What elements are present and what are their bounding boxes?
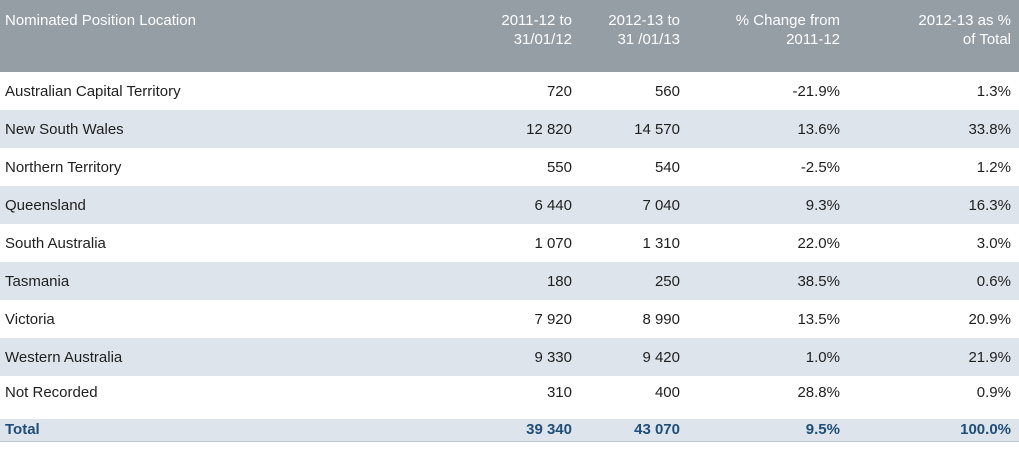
location-cell: Tasmania bbox=[0, 262, 462, 300]
table-body: Australian Capital Territory 720 560 -21… bbox=[0, 72, 1019, 442]
location-cell: South Australia bbox=[5, 234, 106, 252]
header-nominated-position-location: Nominated Position Location bbox=[0, 0, 462, 72]
location-cell: Australian Capital Territory bbox=[5, 82, 181, 100]
value-2012-13-cell: 14 570 bbox=[580, 110, 688, 148]
header-percent-of-total: 2012-13 as % of Total bbox=[848, 0, 1019, 72]
table-row: New South Wales 12 820 14 570 13.6% 33.8… bbox=[0, 110, 1019, 148]
table-row: Tasmania 180 250 38.5% 0.6% bbox=[0, 262, 1019, 300]
table-row: Not Recorded 310 400 28.8% 0.9% bbox=[0, 376, 1019, 414]
location-cell: New South Wales bbox=[0, 110, 462, 148]
value-2011-12-cell: 6 440 bbox=[462, 186, 580, 224]
total-value-2011-12-cell: 39 340 bbox=[462, 409, 580, 442]
location-cell: Northern Territory bbox=[5, 158, 122, 176]
value-2011-12-cell: 9 330 bbox=[462, 338, 580, 376]
value-2012-13-cell: 540 bbox=[654, 158, 680, 176]
table-row: South Australia 1 070 1 310 22.0% 3.0% bbox=[0, 224, 1019, 262]
value-2012-13-cell: 560 bbox=[654, 82, 680, 100]
percent-change-cell: 38.5% bbox=[688, 262, 848, 300]
total-percent-change-cell: 9.5% bbox=[688, 409, 848, 442]
value-2012-13-cell: 250 bbox=[580, 262, 688, 300]
location-cell: Not Recorded bbox=[5, 384, 98, 401]
header-2011-12-to-31-01-12: 2011-12 to 31/01/12 bbox=[462, 0, 580, 72]
percent-of-total-cell: 20.9% bbox=[968, 310, 1011, 328]
total-percent-of-total-cell: 100.0% bbox=[848, 409, 1019, 442]
value-2011-12-cell: 310 bbox=[546, 384, 572, 401]
value-2011-12-cell: 180 bbox=[462, 262, 580, 300]
nominated-position-location-table: Nominated Position Location 2011-12 to 3… bbox=[0, 0, 1019, 442]
percent-of-total-cell: 0.6% bbox=[848, 262, 1019, 300]
location-cell: Western Australia bbox=[0, 338, 462, 376]
percent-change-cell: 28.8% bbox=[797, 384, 840, 401]
percent-of-total-cell: 1.3% bbox=[976, 82, 1011, 100]
value-2012-13-cell: 1 310 bbox=[642, 234, 680, 252]
value-2012-13-cell: 9 420 bbox=[580, 338, 688, 376]
percent-change-cell: 1.0% bbox=[688, 338, 848, 376]
percent-change-cell: 9.3% bbox=[688, 186, 848, 224]
total-value-2012-13-cell: 43 070 bbox=[580, 409, 688, 442]
table-header: Nominated Position Location 2011-12 to 3… bbox=[0, 0, 1019, 72]
total-row: Total 39 340 43 070 9.5% 100.0% bbox=[0, 409, 1019, 442]
percent-change-cell: 13.6% bbox=[688, 110, 848, 148]
percent-of-total-cell: 0.9% bbox=[976, 384, 1011, 401]
table-row: Northern Territory 550 540 -2.5% 1.2% bbox=[0, 148, 1019, 186]
location-cell: Queensland bbox=[0, 186, 462, 224]
header-row: Nominated Position Location 2011-12 to 3… bbox=[0, 0, 1019, 72]
percent-of-total-cell: 1.2% bbox=[976, 158, 1011, 176]
percent-change-cell: -2.5% bbox=[800, 158, 840, 176]
table-row: Australian Capital Territory 720 560 -21… bbox=[0, 72, 1019, 110]
percent-change-cell: 22.0% bbox=[797, 234, 840, 252]
percent-of-total-cell: 3.0% bbox=[976, 234, 1011, 252]
value-2012-13-cell: 400 bbox=[654, 384, 680, 401]
value-2011-12-cell: 720 bbox=[546, 82, 572, 100]
percent-change-cell: 13.5% bbox=[797, 310, 840, 328]
percent-of-total-cell: 21.9% bbox=[848, 338, 1019, 376]
total-label-cell: Total bbox=[0, 409, 462, 442]
value-2011-12-cell: 12 820 bbox=[462, 110, 580, 148]
table-row: Western Australia 9 330 9 420 1.0% 21.9% bbox=[0, 338, 1019, 376]
header-percent-change: % Change from 2011-12 bbox=[688, 0, 848, 72]
value-2011-12-cell: 7 920 bbox=[534, 310, 572, 328]
percent-of-total-cell: 16.3% bbox=[848, 186, 1019, 224]
percent-of-total-cell: 33.8% bbox=[848, 110, 1019, 148]
value-2012-13-cell: 8 990 bbox=[642, 310, 680, 328]
table-row: Queensland 6 440 7 040 9.3% 16.3% bbox=[0, 186, 1019, 224]
value-2011-12-cell: 1 070 bbox=[534, 234, 572, 252]
value-2012-13-cell: 7 040 bbox=[580, 186, 688, 224]
table-row: Victoria 7 920 8 990 13.5% 20.9% bbox=[0, 300, 1019, 338]
location-cell: Victoria bbox=[5, 310, 55, 328]
header-2012-13-to-31-01-13: 2012-13 to 31 /01/13 bbox=[580, 0, 688, 72]
value-2011-12-cell: 550 bbox=[546, 158, 572, 176]
percent-change-cell: -21.9% bbox=[792, 82, 840, 100]
